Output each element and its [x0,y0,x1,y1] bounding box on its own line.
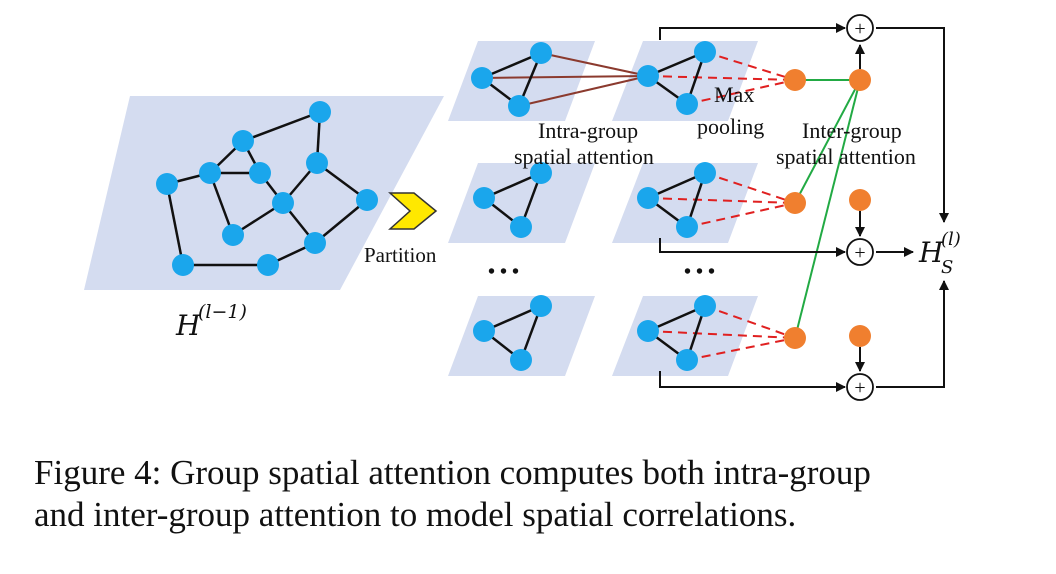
input-graph-plane [84,96,444,290]
svg-text:+: + [854,242,865,264]
intra-attention-edges [481,52,649,107]
sum-nodes: + + + [846,14,874,401]
input-graph-nodes [156,101,378,276]
sum-node-3 [846,373,874,401]
group-plane-5 [612,163,758,243]
intra-label-line2: spatial attention [514,144,654,169]
residual-connections [659,23,949,392]
figure-caption: Figure 4: Group spatial attention comput… [34,452,1034,536]
input-label: H [175,309,201,342]
caption-line-1: Figure 4: Group spatial attention comput… [34,453,871,492]
inter-label-line1: Inter-group [802,118,902,143]
group-plane-6 [612,296,758,376]
group-plane-1 [448,41,595,121]
max-label-line1: Max [714,82,754,107]
svg-text:+: + [854,18,865,40]
ellipsis-left: • • • [488,261,519,283]
sum-node-1 [846,14,874,42]
partition-arrow [388,192,438,230]
partition-label: Partition [364,243,437,267]
max-pooling-dashes [647,51,796,361]
caption-line-2: and inter-group attention to model spati… [34,495,797,534]
pooled-nodes [784,69,871,349]
ellipsis-right: • • • [684,261,715,283]
left-group-nodes [471,42,552,371]
svg-text:+: + [854,377,865,399]
group-plane-3 [448,296,595,376]
sum-node-2 [846,238,874,266]
intra-label-line1: Intra-group [538,118,638,143]
max-label-line2: pooling [697,114,764,139]
group-plane-4 [612,41,758,121]
output-subscript: S [941,257,953,278]
right-group-nodes [637,41,716,371]
group-plane-2 [448,163,595,243]
output-label: H [918,236,944,269]
output-superscript: (l) [941,229,961,250]
inter-label-line2: spatial attention [776,144,916,169]
input-superscript: (l−1) [198,301,247,323]
